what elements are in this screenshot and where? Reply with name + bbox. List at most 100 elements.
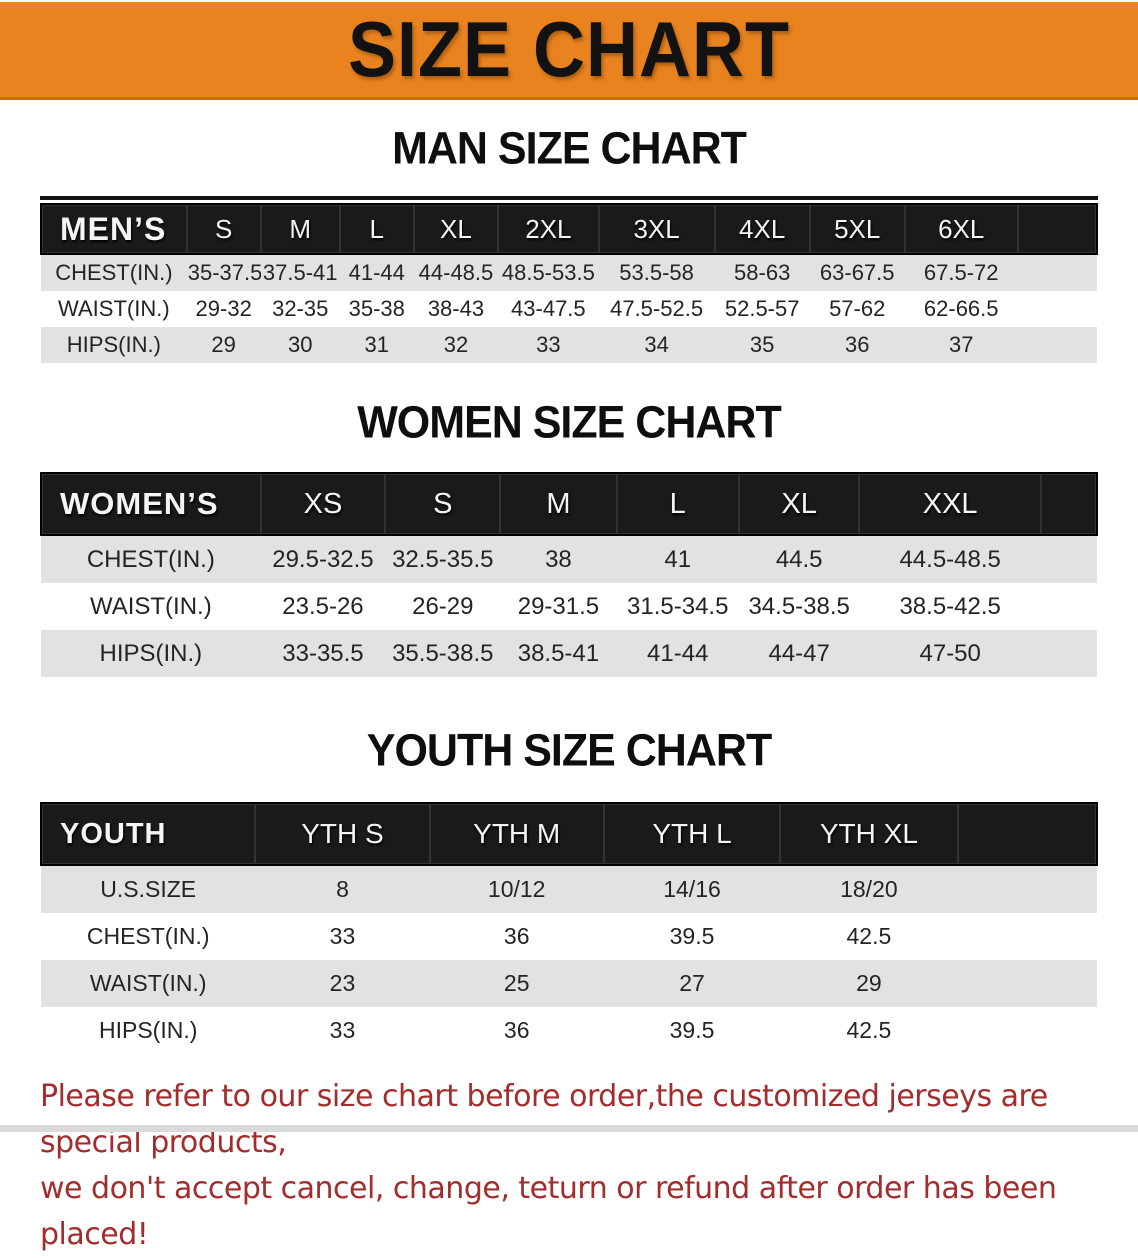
size-value-cell: 47-50 [919, 639, 981, 667]
table-row: HIPS(IN.) 33-35.5 35.5-38.5 38.5-41 41-4… [41, 630, 1097, 677]
womens-size-table: WOMEN’S XS S M L XL XXL CHEST(IN.) 29.5-… [40, 472, 1099, 677]
size-value-cell: 37 [948, 332, 974, 357]
size-column-header: YTH S [255, 802, 430, 866]
size-value-cell: 33-35.5 [282, 639, 364, 667]
size-value-cell: 57-62 [829, 296, 886, 321]
disclaimer-line-2: we don't accept cancel, change, teturn o… [40, 1171, 1057, 1252]
disclaimer-line-1: Please refer to our size chart before or… [40, 1079, 1048, 1160]
row-label: HIPS(IN.) [98, 1017, 198, 1043]
size-column-header: YTH XL [780, 802, 958, 866]
size-value-cell: 36 [844, 332, 870, 357]
row-label: WAIST(IN.) [89, 592, 212, 620]
size-value-cell: 25 [503, 970, 530, 996]
disclaimer-text: Please refer to our size chart before or… [40, 1074, 1118, 1258]
size-value-cell: 33 [329, 1017, 356, 1043]
table-row: WAIST(IN.) 23.5-26 26-29 29-31.5 31.5-34… [41, 583, 1097, 630]
size-value-cell: 53.5-58 [619, 260, 694, 285]
spacer-cell [1018, 291, 1097, 327]
row-label: CHEST(IN.) [86, 545, 215, 573]
size-value-cell: 14/16 [663, 876, 721, 902]
youth-header-row: YOUTH YTH S YTH M YTH L YTH XL [39, 802, 1099, 866]
size-value-cell: 27 [679, 970, 705, 996]
size-value-cell: 58-63 [734, 260, 791, 285]
size-column-header: S [385, 472, 501, 536]
size-value-cell: 36 [503, 1017, 530, 1043]
table-row: WAIST(IN.) 23 25 27 29 [41, 960, 1097, 1007]
size-column-header: YTH M [429, 802, 604, 866]
size-value-cell: 29 [856, 970, 882, 996]
banner-title: SIZE CHART [348, 6, 790, 93]
size-value-cell: 37.5-41 [262, 260, 338, 285]
youth-table-corner-label: YOUTH [39, 802, 256, 866]
spacer-cell [958, 1007, 1097, 1054]
size-value-cell: 18/20 [840, 876, 898, 902]
spacer-cell [958, 913, 1097, 960]
size-value-cell: 38.5-42.5 [899, 592, 1001, 620]
size-value-cell: 42.5 [846, 1017, 892, 1043]
row-label: HIPS(IN.) [99, 639, 203, 667]
size-column-header: L [339, 203, 414, 255]
spacer-cell [1041, 583, 1097, 630]
youth-size-table-section: YOUTH YTH S YTH M YTH L YTH XL U.S.SIZE … [0, 802, 1138, 1054]
size-value-cell: 41-44 [647, 639, 709, 667]
size-column-header: YTH L [603, 802, 781, 866]
row-label: U.S.SIZE [100, 876, 197, 902]
size-value-cell: 62-66.5 [923, 296, 999, 321]
size-value-cell: 26-29 [412, 592, 474, 620]
size-column-header: XS [260, 472, 386, 536]
size-value-cell: 44.5 [775, 545, 823, 573]
size-value-cell: 29-32 [195, 296, 252, 321]
womens-size-table-section: WOMEN’S XS S M L XL XXL CHEST(IN.) 29.5-… [0, 472, 1138, 677]
size-value-cell: 36 [503, 923, 530, 949]
table-row: CHEST(IN.) 35-37.5 37.5-41 41-44 44-48.5… [41, 254, 1097, 291]
size-value-cell: 44.5-48.5 [899, 545, 1001, 573]
mens-size-table-section: MEN’S S M L XL 2XL 3XL 4XL 5XL 6XL CHEST… [0, 196, 1138, 363]
size-value-cell: 44-47 [768, 639, 830, 667]
bottom-edge-strip [0, 1125, 1138, 1132]
size-value-cell: 43-47.5 [511, 296, 586, 321]
size-value-cell: 48.5-53.5 [501, 260, 595, 285]
size-column-header: XL [738, 472, 860, 536]
size-value-cell: 29-31.5 [517, 592, 600, 620]
size-value-cell: 31.5-34.5 [627, 592, 729, 620]
row-label: CHEST(IN.) [55, 260, 173, 285]
spacer-cell [1018, 327, 1097, 363]
size-value-cell: 32.5-35.5 [392, 545, 494, 573]
size-column-header: XL [413, 203, 499, 255]
size-value-cell: 44-48.5 [418, 260, 494, 285]
spacer-cell [1041, 535, 1097, 583]
size-value-cell: 39.5 [669, 1017, 715, 1043]
spacer-header-cell [957, 802, 1099, 866]
size-value-cell: 23.5-26 [282, 592, 364, 620]
size-value-cell: 33 [329, 923, 356, 949]
size-column-header: S [186, 203, 261, 255]
womens-table-corner-label: WOMEN’S [40, 472, 261, 536]
size-value-cell: 29.5-32.5 [272, 545, 374, 573]
size-value-cell: 31 [364, 332, 389, 357]
size-value-cell: 35.5-38.5 [392, 639, 494, 667]
row-label: HIPS(IN.) [66, 332, 161, 357]
size-value-cell: 38.5-41 [517, 639, 600, 667]
table-row: CHEST(IN.) 33 36 39.5 42.5 [41, 913, 1097, 960]
size-value-cell: 34 [644, 332, 669, 357]
size-value-cell: 38 [545, 545, 572, 573]
youth-size-table: YOUTH YTH S YTH M YTH L YTH XL U.S.SIZE … [39, 802, 1099, 1054]
spacer-cell [958, 865, 1097, 913]
size-value-cell: 30 [287, 332, 313, 357]
mens-header-row: MEN’S S M L XL 2XL 3XL 4XL 5XL 6XL [40, 203, 1099, 255]
size-value-cell: 41 [664, 545, 692, 573]
size-column-header: 6XL [904, 203, 1018, 255]
size-column-header: L [616, 472, 739, 536]
spacer-cell [958, 960, 1097, 1007]
spacer-header-cell [1017, 203, 1099, 255]
table-row: HIPS(IN.) 29 30 31 32 33 34 35 36 37 [41, 327, 1097, 363]
size-value-cell: 63-67.5 [819, 260, 895, 285]
size-value-cell: 8 [336, 876, 349, 902]
table-row: HIPS(IN.) 33 36 39.5 42.5 [41, 1007, 1097, 1054]
size-column-header: XXL [859, 472, 1041, 536]
size-value-cell: 35-37.5 [187, 260, 261, 285]
spacer-header-cell [1040, 472, 1099, 536]
table-row: WAIST(IN.) 29-32 32-35 35-38 38-43 43-47… [41, 291, 1097, 327]
size-column-header: M [260, 203, 340, 255]
size-value-cell: 47.5-52.5 [610, 296, 704, 321]
